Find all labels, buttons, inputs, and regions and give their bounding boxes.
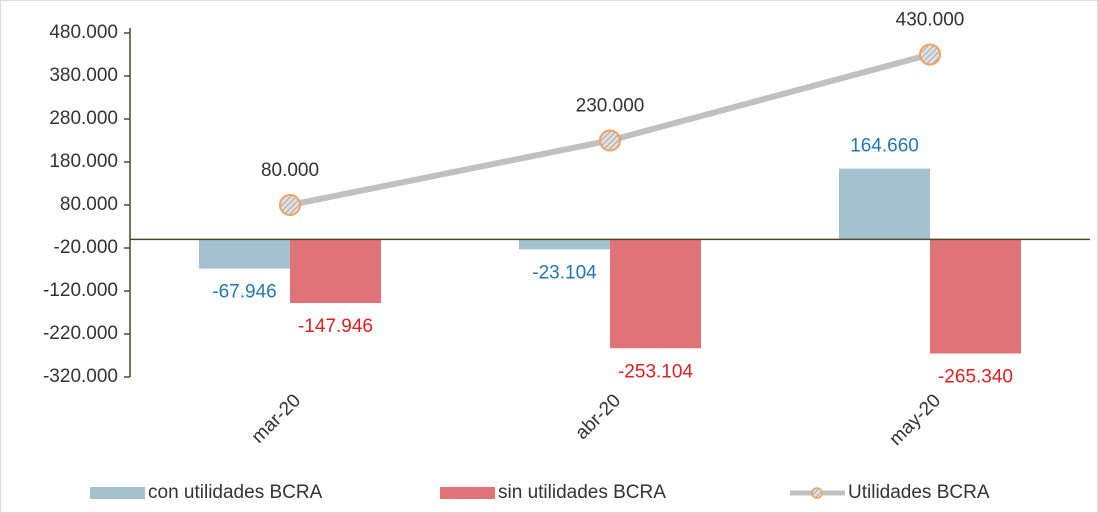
y-tick-label: 480.000 bbox=[49, 22, 118, 43]
legend-label: sin utilidades BCRA bbox=[498, 482, 666, 503]
y-tick-label: 280.000 bbox=[49, 108, 118, 129]
y-tick-label: -320.000 bbox=[43, 366, 118, 387]
bar bbox=[199, 239, 290, 269]
y-tick-label: -220.000 bbox=[43, 323, 118, 344]
data-label: 230.000 bbox=[576, 96, 645, 117]
bar bbox=[839, 168, 930, 240]
bar bbox=[519, 239, 610, 250]
line-marker bbox=[279, 194, 301, 216]
y-tick-label: 80.000 bbox=[60, 194, 118, 215]
y-tick-label: -20.000 bbox=[54, 237, 118, 258]
data-label: -147.946 bbox=[298, 316, 373, 337]
data-label: -253.104 bbox=[618, 361, 693, 382]
bar bbox=[610, 239, 701, 349]
data-label: -265.340 bbox=[938, 367, 1013, 388]
y-tick-label: 180.000 bbox=[49, 151, 118, 172]
y-tick-label: 380.000 bbox=[49, 65, 118, 86]
legend-swatch bbox=[440, 487, 495, 499]
bar bbox=[930, 239, 1021, 354]
legend-swatch bbox=[90, 487, 145, 499]
legend-label: con utilidades BCRA bbox=[148, 482, 323, 503]
bar bbox=[290, 239, 381, 304]
data-label: -67.946 bbox=[212, 282, 276, 303]
data-label: 80.000 bbox=[261, 160, 319, 181]
line-marker bbox=[599, 129, 621, 152]
data-label: -23.104 bbox=[532, 262, 597, 283]
legend-marker bbox=[811, 487, 823, 499]
legend-label: Utilidades BCRA bbox=[848, 482, 990, 503]
data-label: 164.660 bbox=[850, 136, 919, 157]
y-tick-label: -120.000 bbox=[43, 280, 118, 301]
data-label: 430.000 bbox=[896, 10, 965, 31]
line-marker bbox=[919, 43, 941, 66]
